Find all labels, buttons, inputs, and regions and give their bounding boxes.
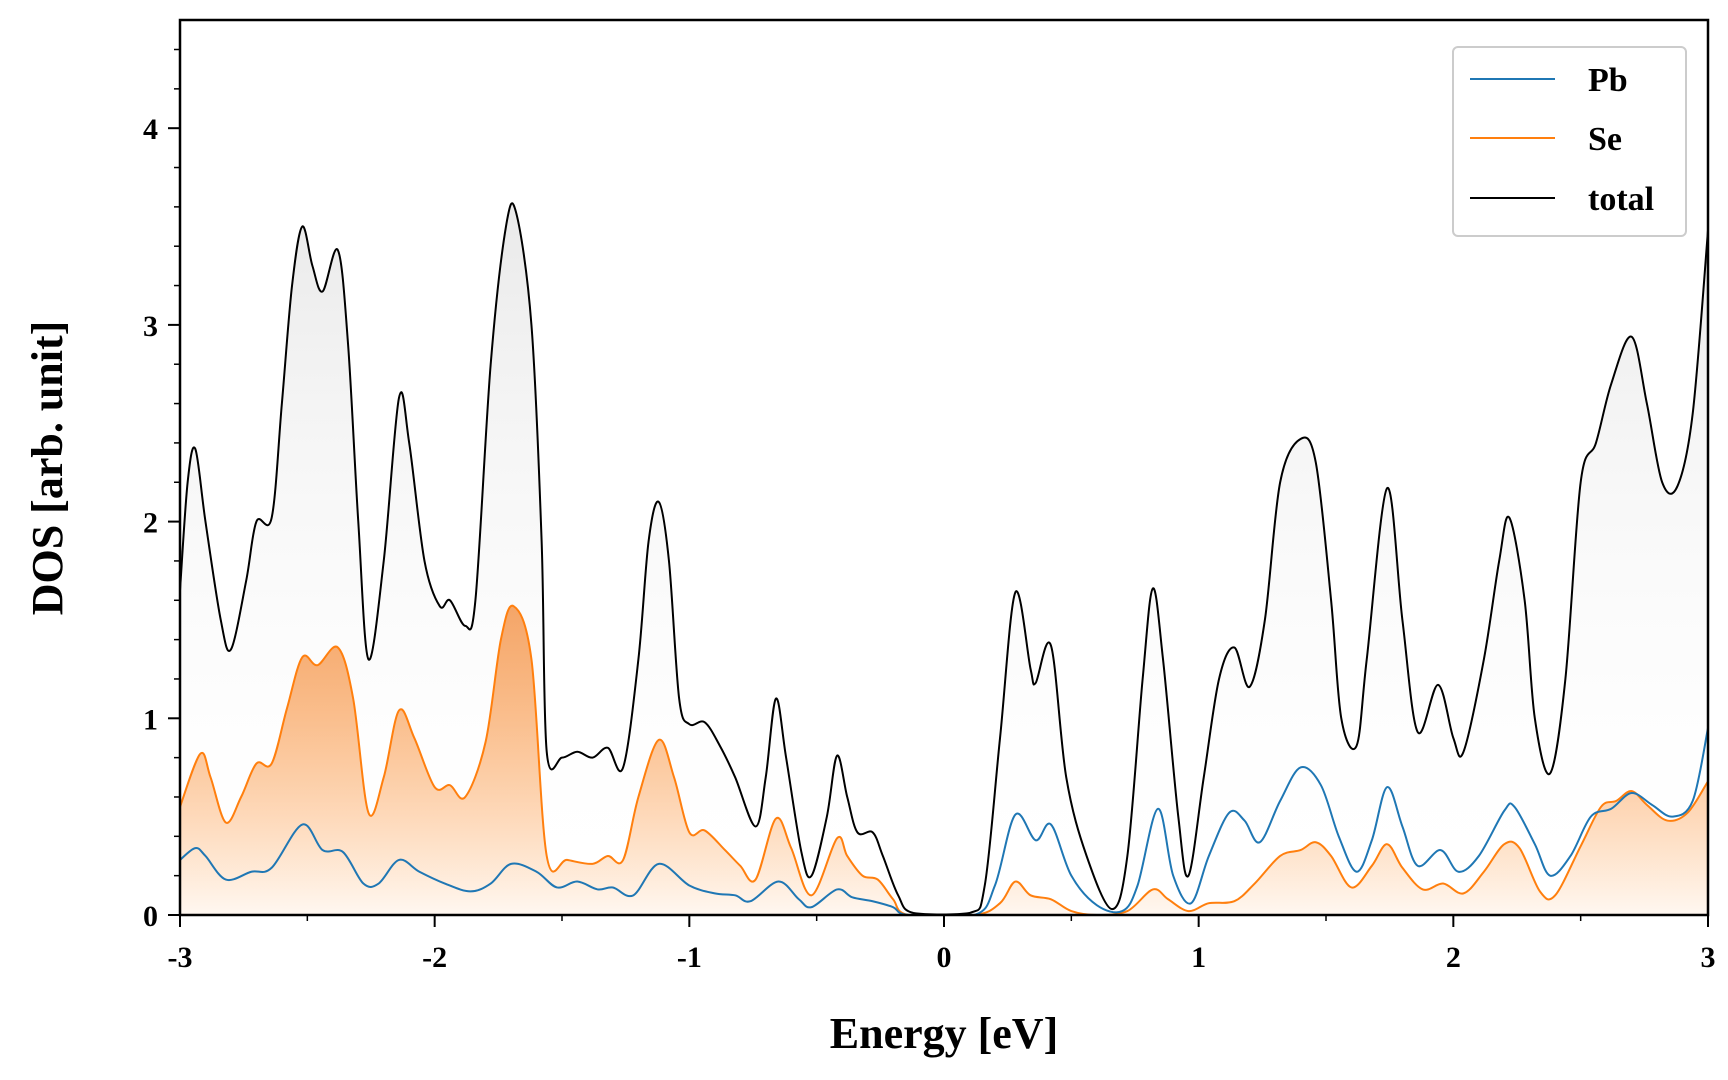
legend-total-label: total [1588, 181, 1654, 218]
x-tick-label: 0 [937, 941, 952, 974]
legend: Pb Se total [1452, 46, 1687, 237]
series-line-pb [180, 727, 1708, 915]
y-tick-label: 0 [143, 900, 158, 933]
series-line-se [180, 604, 1708, 915]
y-axis-title: DOS [arb. unit] [23, 321, 72, 616]
fill-area-total [180, 203, 1708, 915]
fill-area-se [180, 605, 1708, 915]
x-tick-label: -3 [168, 941, 193, 974]
x-tick-label: 2 [1446, 941, 1461, 974]
x-tick-label: 1 [1191, 941, 1206, 974]
x-tick-label: -1 [677, 941, 702, 974]
legend-box [1452, 46, 1687, 237]
x-tick-label: -2 [422, 941, 447, 974]
y-tick-label: 4 [143, 113, 158, 146]
series-line-total [180, 202, 1708, 915]
y-tick-label: 2 [143, 507, 158, 540]
x-tick-label: 3 [1701, 941, 1716, 974]
legend-se-label: Se [1588, 121, 1622, 158]
y-tick-label: 3 [143, 310, 158, 343]
legend-pb-label: Pb [1588, 62, 1628, 99]
x-axis-title: Energy [eV] [830, 1009, 1059, 1058]
y-tick-label: 1 [143, 703, 158, 736]
